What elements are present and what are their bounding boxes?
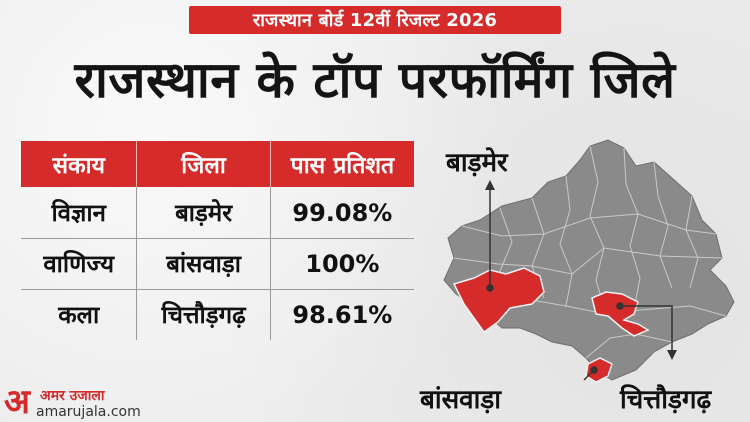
map-label-chittorgarh: चित्तौड़गढ़ bbox=[620, 385, 712, 415]
logo-mark: अ bbox=[4, 382, 30, 422]
pass-percent-cell: 100% bbox=[269, 238, 414, 289]
header-cell-stream: संकाय bbox=[52, 153, 105, 179]
result-banner: राजस्थान बोर्ड 12वीं रिजल्ट 2026 bbox=[189, 6, 561, 34]
rajasthan-map-svg bbox=[443, 139, 735, 383]
amar-ujala-logo: अ अमर उजाला amarujala.com bbox=[0, 382, 141, 422]
barmer-district bbox=[452, 267, 545, 334]
header-cell-pass-percent: पास प्रतिशत bbox=[269, 141, 414, 187]
banner-text: राजस्थान बोर्ड 12वीं रिजल्ट 2026 bbox=[252, 10, 498, 31]
stream-cell: कला bbox=[58, 301, 100, 329]
table-row: वाणिज्य बांसवाड़ा 100% bbox=[21, 238, 414, 290]
map-label-banswara: बांसवाड़ा bbox=[420, 385, 501, 415]
table-row: विज्ञान बाड़मेर 99.08% bbox=[21, 187, 414, 239]
chittorgarh-district bbox=[591, 291, 650, 337]
district-cell: बांसवाड़ा bbox=[136, 238, 269, 289]
banswara-district bbox=[585, 357, 613, 383]
logo-name: अमर उजाला bbox=[40, 388, 105, 404]
page-title: राजस्थान के टॉप परफॉर्मिंग जिले bbox=[74, 51, 676, 109]
leader-lines bbox=[486, 188, 673, 381]
table-row: कला चित्तौड़गढ़ 98.61% bbox=[21, 289, 414, 340]
stream-cell: विज्ञान bbox=[51, 199, 106, 227]
logo-site: amarujala.com bbox=[36, 404, 141, 420]
rajasthan-map bbox=[440, 138, 745, 388]
header-cell-district: जिला bbox=[136, 141, 269, 187]
chittorgarh-arrow-icon bbox=[667, 350, 677, 360]
district-cell: चित्तौड़गढ़ bbox=[136, 289, 269, 340]
pass-percent-cell: 99.08% bbox=[269, 187, 414, 238]
table-header-row: संकाय जिला पास प्रतिशत bbox=[21, 141, 414, 187]
barmer-arrow-icon bbox=[485, 180, 495, 190]
pass-percent-cell: 98.61% bbox=[269, 289, 414, 340]
map-label-barmer: बाड़मेर bbox=[446, 148, 508, 178]
district-cell: बाड़मेर bbox=[136, 187, 269, 238]
results-table: संकाय जिला पास प्रतिशत विज्ञान बाड़मेर 9… bbox=[21, 141, 414, 341]
stream-cell: वाणिज्य bbox=[43, 250, 115, 278]
